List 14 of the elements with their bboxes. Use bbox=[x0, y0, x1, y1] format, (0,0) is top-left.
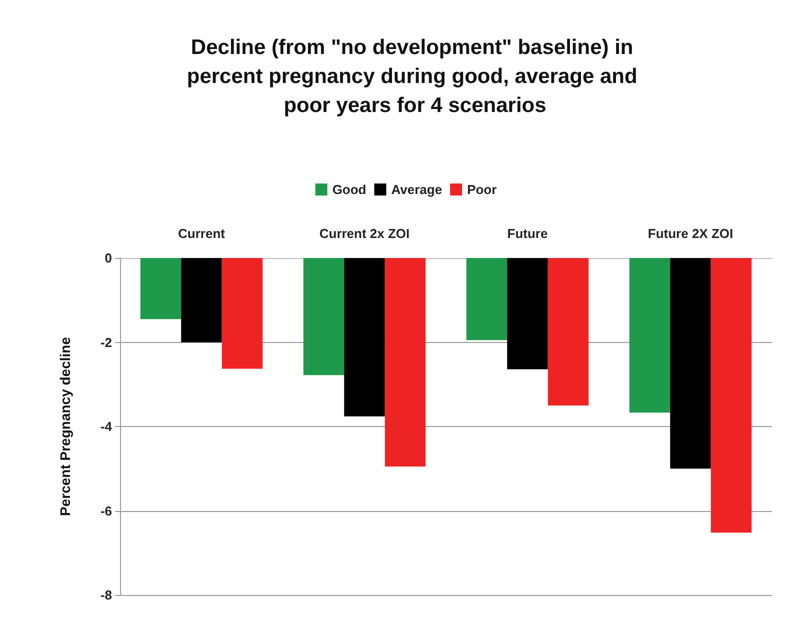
legend-label: Good bbox=[332, 182, 366, 197]
y-tick-label: -2 bbox=[100, 334, 112, 350]
y-tick-label: -4 bbox=[100, 419, 113, 434]
x-tick-label: Current bbox=[178, 226, 226, 241]
x-tick-label: Future 2X ZOI bbox=[648, 226, 734, 241]
y-tick-label: -8 bbox=[100, 588, 112, 602]
x-tick-label: Current 2x ZOI bbox=[319, 226, 410, 241]
legend-label: Poor bbox=[467, 182, 497, 197]
y-tick-label: -6 bbox=[100, 503, 112, 518]
y-tick-label: 0 bbox=[104, 250, 112, 266]
legend-label: Average bbox=[391, 182, 442, 197]
x-tick-label: Future bbox=[507, 226, 548, 241]
chart-title: Decline (from "no development" baseline) in percent pregnancy during good, average and poor years for 4 scenarios bbox=[186, 36, 644, 117]
y-axis-title: Percent Pregnancy decline bbox=[57, 336, 73, 516]
